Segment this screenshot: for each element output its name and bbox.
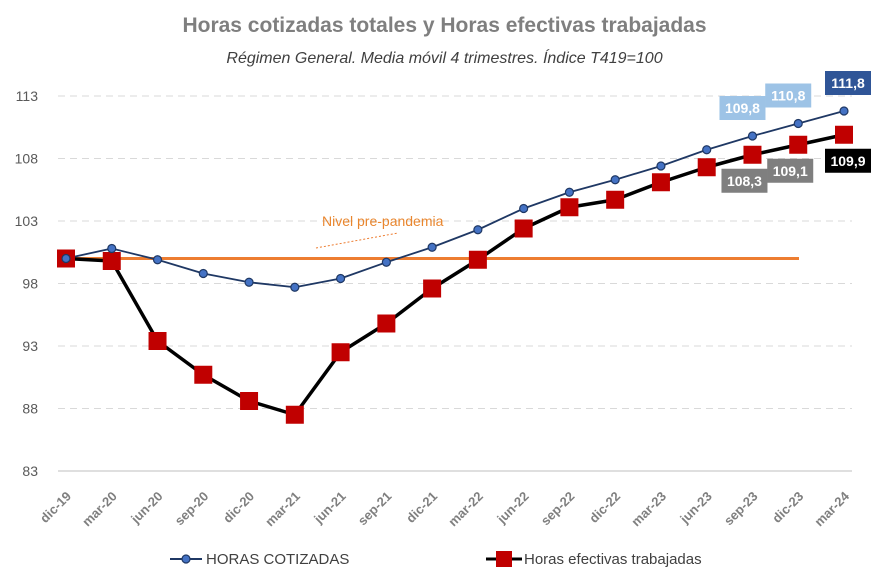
data-point-horas-cotizadas (107, 243, 117, 254)
x-tick-label: dic-22 (586, 489, 623, 526)
reference-line-label: Nivel pre-pandemia (322, 213, 444, 229)
legend-item-horas-efectivas: Horas efectivas trabajadas (484, 548, 702, 570)
data-point-horas-cotizadas (519, 203, 529, 214)
x-tick-label: sep-23 (721, 489, 761, 529)
data-point-horas-efectivas (514, 219, 533, 238)
legend-label-horas-efectivas: Horas efectivas trabajadas (524, 550, 702, 568)
data-label: 109,8 (725, 100, 760, 116)
x-tick-label: sep-22 (538, 489, 578, 529)
data-point-horas-cotizadas (152, 255, 163, 265)
x-tick-label: mar-21 (262, 489, 303, 530)
x-tick-label: mar-20 (79, 489, 120, 530)
data-point-horas-cotizadas (244, 277, 254, 287)
data-point-horas-cotizadas (702, 145, 712, 155)
legend-item-horas-cotizadas: HORAS COTIZADAS (168, 548, 349, 570)
y-tick-label: 108 (15, 151, 39, 167)
data-point-horas-efectivas (194, 365, 213, 384)
data-point-horas-efectivas (240, 392, 259, 410)
data-label-box (825, 148, 871, 173)
data-point-horas-cotizadas (198, 268, 208, 279)
data-point-horas-efectivas (468, 250, 487, 269)
data-point-horas-efectivas (423, 279, 442, 298)
data-point-horas-cotizadas (61, 253, 71, 264)
data-label-box (767, 158, 814, 183)
data-label: 109,9 (830, 153, 865, 169)
reference-leader-line (315, 232, 399, 249)
y-tick-label: 103 (15, 213, 39, 229)
data-point-horas-cotizadas (656, 161, 666, 171)
data-label: 111,8 (831, 75, 865, 91)
data-label-box (765, 83, 812, 108)
legend-label-horas-cotizadas: HORAS COTIZADAS (206, 550, 350, 568)
x-tick-label: sep-21 (355, 489, 395, 529)
data-point-horas-cotizadas (473, 225, 483, 235)
y-tick-label: 113 (16, 88, 39, 104)
y-tick-label: 88 (22, 401, 38, 417)
data-point-horas-cotizadas (747, 131, 758, 141)
data-label-box (721, 168, 768, 193)
data-point-horas-efectivas (102, 252, 121, 270)
data-point-horas-efectivas (743, 145, 762, 164)
data-point-horas-efectivas (560, 198, 579, 217)
chart-title: Horas cotizadas totales y Horas efectiva… (182, 14, 707, 37)
data-point-horas-efectivas (606, 190, 625, 209)
data-label-box (825, 71, 871, 95)
data-point-horas-cotizadas (335, 273, 346, 284)
data-point-horas-efectivas (651, 173, 670, 192)
data-point-horas-efectivas (789, 135, 808, 154)
y-tick-label: 93 (22, 338, 38, 354)
chart-subtitle: Régimen General. Media móvil 4 trimestre… (226, 50, 663, 67)
x-tick-label: dic-20 (220, 489, 257, 526)
data-point-horas-efectivas (148, 332, 167, 350)
data-point-horas-cotizadas (564, 187, 575, 197)
data-point-horas-cotizadas (839, 106, 849, 116)
x-tick-label: dic-21 (403, 489, 440, 526)
x-tick-label: mar-24 (811, 488, 852, 529)
data-label-box (719, 96, 766, 120)
data-point-horas-cotizadas (793, 118, 803, 129)
legend-swatch-horas-cotizadas (170, 554, 202, 564)
data-label: 109,1 (773, 163, 808, 179)
data-label: 110,8 (771, 88, 805, 104)
x-tick-label: jun-22 (493, 489, 531, 527)
x-tick-label: mar-23 (628, 489, 669, 530)
data-point-horas-cotizadas (610, 175, 620, 185)
x-tick-label: jun-23 (676, 489, 714, 527)
x-tick-label: dic-19 (37, 489, 74, 526)
data-point-horas-efectivas (697, 158, 716, 177)
data-point-horas-efectivas (285, 405, 304, 424)
y-tick-label: 83 (22, 463, 38, 479)
y-tick-label: 98 (22, 276, 38, 292)
data-point-horas-cotizadas (427, 242, 437, 252)
data-point-horas-cotizadas (290, 282, 300, 292)
data-point-horas-efectivas (331, 343, 350, 362)
x-tick-label: mar-22 (445, 489, 486, 530)
data-point-horas-efectivas (835, 125, 853, 144)
x-tick-label: dic-23 (769, 489, 806, 526)
data-label: 108,3 (727, 173, 762, 189)
x-tick-label: jun-20 (127, 489, 165, 527)
series-line-horas-cotizadas (65, 110, 845, 289)
legend-swatch-horas-efectivas (486, 551, 522, 567)
data-point-horas-efectivas (377, 314, 396, 333)
x-tick-label: sep-20 (172, 489, 212, 529)
x-tick-label: jun-21 (310, 489, 348, 527)
data-point-horas-cotizadas (381, 257, 391, 267)
